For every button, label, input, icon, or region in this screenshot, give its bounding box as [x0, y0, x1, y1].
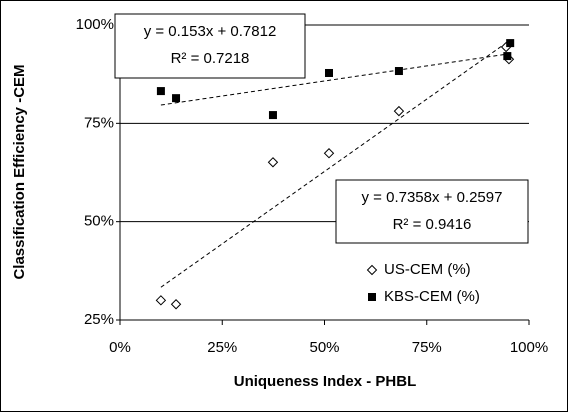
x-axis-label: Uniqueness Index - PHBL: [234, 373, 417, 390]
equation: y = 0.153x + 0.7812: [144, 23, 277, 40]
y-tick-label: 50%: [84, 213, 114, 230]
point: [503, 52, 512, 61]
equation-box: [114, 13, 306, 79]
y-tick-label: 75%: [84, 114, 114, 131]
point: [155, 295, 167, 306]
x-tick-label: 0%: [109, 339, 131, 356]
point: [324, 68, 333, 77]
x-tick-label: 25%: [207, 339, 237, 356]
legend-label: KBS-CEM (%): [384, 288, 480, 305]
x-tick-label: 50%: [309, 339, 339, 356]
x-tick-label: 100%: [510, 339, 548, 356]
point: [506, 39, 515, 48]
trendline: [160, 40, 509, 288]
equation-box: [335, 179, 529, 244]
point: [156, 87, 165, 96]
r-squared: R² = 0.7218: [171, 50, 250, 67]
point: [268, 111, 277, 120]
equation: y = 0.7358x + 0.2597: [362, 189, 503, 206]
point: [394, 67, 403, 76]
point: [393, 105, 405, 117]
legend-label: US-CEM (%): [384, 261, 471, 278]
r-squared: R² = 0.9416: [393, 216, 472, 233]
legend-marker: [366, 264, 378, 276]
y-tick-label: 25%: [84, 311, 114, 328]
point: [267, 157, 279, 168]
point: [323, 148, 335, 159]
y-axis-label: Classification Efficiency -CEM: [11, 64, 28, 279]
legend-marker: [368, 293, 376, 301]
point: [172, 94, 181, 103]
trendline: [160, 53, 509, 106]
y-tick-label: 100%: [76, 16, 114, 33]
x-tick-label: 75%: [412, 339, 442, 356]
point: [170, 299, 182, 310]
